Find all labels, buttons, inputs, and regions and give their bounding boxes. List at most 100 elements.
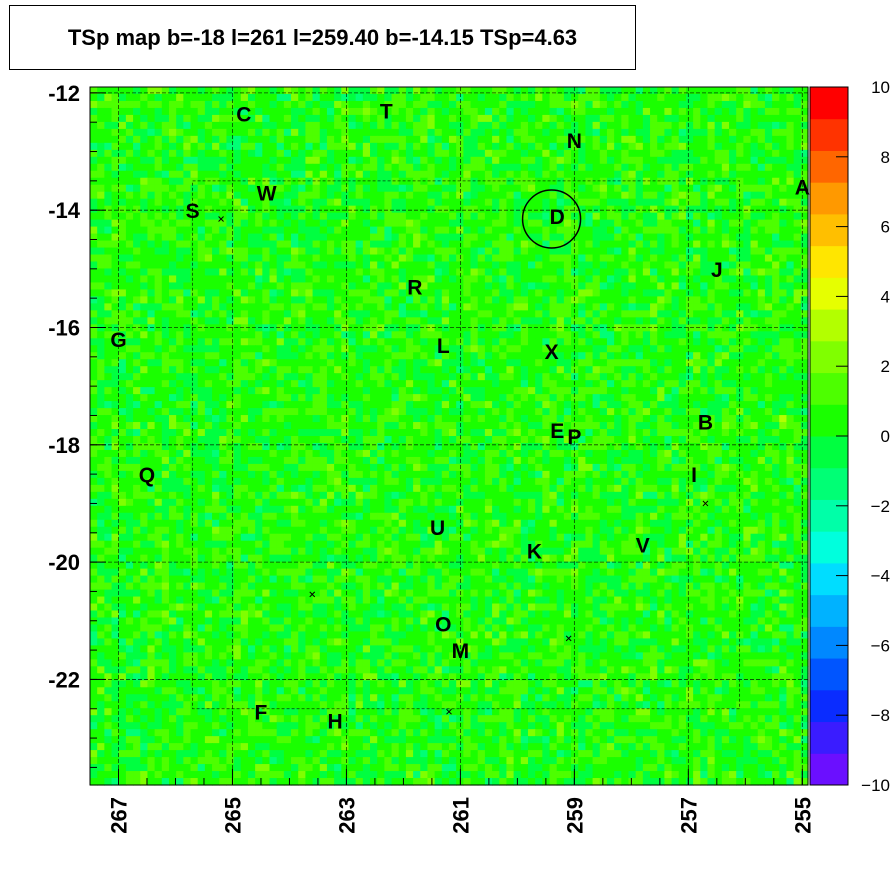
heatmap-cell <box>161 352 170 360</box>
heatmap-cell <box>793 128 802 137</box>
heatmap-cell <box>492 226 500 235</box>
heatmap-cell <box>470 198 479 207</box>
heatmap-cell <box>527 317 536 325</box>
heatmap-cell <box>176 331 184 339</box>
heatmap-cell <box>621 114 630 123</box>
heatmap-cell <box>563 324 572 332</box>
heatmap-cell <box>434 366 443 374</box>
heatmap-cell <box>168 296 177 304</box>
heatmap-cell <box>312 170 321 179</box>
heatmap-cell <box>714 338 723 346</box>
heatmap-cell <box>793 156 802 165</box>
heatmap-cell <box>549 135 558 144</box>
heatmap-cell <box>542 408 551 416</box>
heatmap-cell <box>621 303 630 311</box>
heatmap-cell <box>125 247 134 256</box>
heatmap-cell <box>750 394 759 402</box>
heatmap-cell <box>219 107 228 116</box>
heatmap-cell <box>621 219 630 228</box>
heatmap-cell <box>341 282 350 291</box>
heatmap-cell <box>707 429 716 437</box>
heatmap-cell <box>714 303 723 311</box>
heatmap-cell <box>743 415 752 423</box>
heatmap-cell <box>319 331 328 339</box>
heatmap-cell <box>441 219 450 228</box>
heatmap-cell <box>384 226 393 235</box>
heatmap-cell <box>714 135 723 144</box>
heatmap-cell <box>183 373 192 381</box>
heatmap-cell <box>370 128 378 137</box>
heatmap-cell <box>571 191 579 200</box>
heatmap-cell <box>283 107 292 116</box>
heatmap-cell <box>90 261 98 270</box>
heatmap-cell <box>786 387 795 395</box>
heatmap-cell <box>685 219 694 228</box>
heatmap-cell <box>678 177 687 186</box>
heatmap-cell <box>147 261 156 270</box>
heatmap-cell <box>707 184 716 193</box>
heatmap-cell <box>764 163 773 172</box>
heatmap-cell <box>606 163 615 172</box>
heatmap-cell <box>176 408 184 416</box>
heatmap-cell <box>700 87 709 95</box>
heatmap-cell <box>190 170 199 179</box>
heatmap-cell <box>255 191 263 200</box>
heatmap-cell <box>133 198 141 207</box>
heatmap-cell <box>240 87 249 95</box>
heatmap-cell <box>247 324 256 332</box>
heatmap-cell <box>118 135 127 144</box>
heatmap-cell <box>168 219 177 228</box>
heatmap-cell <box>729 156 737 165</box>
heatmap-cell <box>154 408 163 416</box>
heatmap-cell <box>657 198 665 207</box>
heatmap-cell <box>111 156 120 165</box>
heatmap-cell <box>97 401 105 409</box>
heatmap-cell <box>269 149 278 158</box>
heatmap-cell <box>685 380 694 388</box>
heatmap-cell <box>90 163 98 172</box>
heatmap-cell <box>499 247 508 256</box>
heatmap-cell <box>621 352 630 360</box>
heatmap-cell <box>470 205 479 214</box>
heatmap-cell <box>154 121 163 130</box>
heatmap-cell <box>104 275 113 284</box>
heatmap-cell <box>255 345 263 353</box>
heatmap-cell <box>463 422 472 430</box>
heatmap-cell <box>449 324 457 332</box>
heatmap-cell <box>685 205 694 214</box>
heatmap-cell <box>628 135 637 144</box>
heatmap-cell <box>527 422 536 430</box>
heatmap-cell <box>111 387 120 395</box>
heatmap-cell <box>585 366 594 374</box>
heatmap-cell <box>527 191 536 200</box>
heatmap-cell <box>334 247 342 256</box>
heatmap-cell <box>161 380 170 388</box>
heatmap-cell <box>779 114 788 123</box>
heatmap-cell <box>585 268 594 277</box>
heatmap-cell <box>269 142 278 151</box>
heatmap-cell <box>621 177 630 186</box>
heatmap-cell <box>326 198 335 207</box>
heatmap-cell <box>204 87 213 95</box>
heatmap-cell <box>628 310 637 318</box>
heatmap-cell <box>341 233 350 242</box>
heatmap-cell <box>434 415 443 423</box>
heatmap-cell <box>764 317 773 325</box>
heatmap-cell <box>585 380 594 388</box>
heatmap-cell <box>377 345 385 353</box>
heatmap-cell <box>441 128 450 137</box>
heatmap-cell <box>520 177 529 186</box>
heatmap-cell <box>750 422 759 430</box>
heatmap-cell <box>779 205 788 214</box>
heatmap-cell <box>571 156 579 165</box>
heatmap-cell <box>305 254 314 263</box>
heatmap-cell <box>140 247 149 256</box>
heatmap-cell <box>204 289 213 297</box>
heatmap-cell <box>772 268 780 277</box>
heatmap-cell <box>104 87 113 95</box>
heatmap-cell <box>592 247 601 256</box>
heatmap-cell <box>441 149 450 158</box>
heatmap-cell <box>700 240 709 249</box>
heatmap-cell <box>384 163 393 172</box>
heatmap-cell <box>370 135 378 144</box>
